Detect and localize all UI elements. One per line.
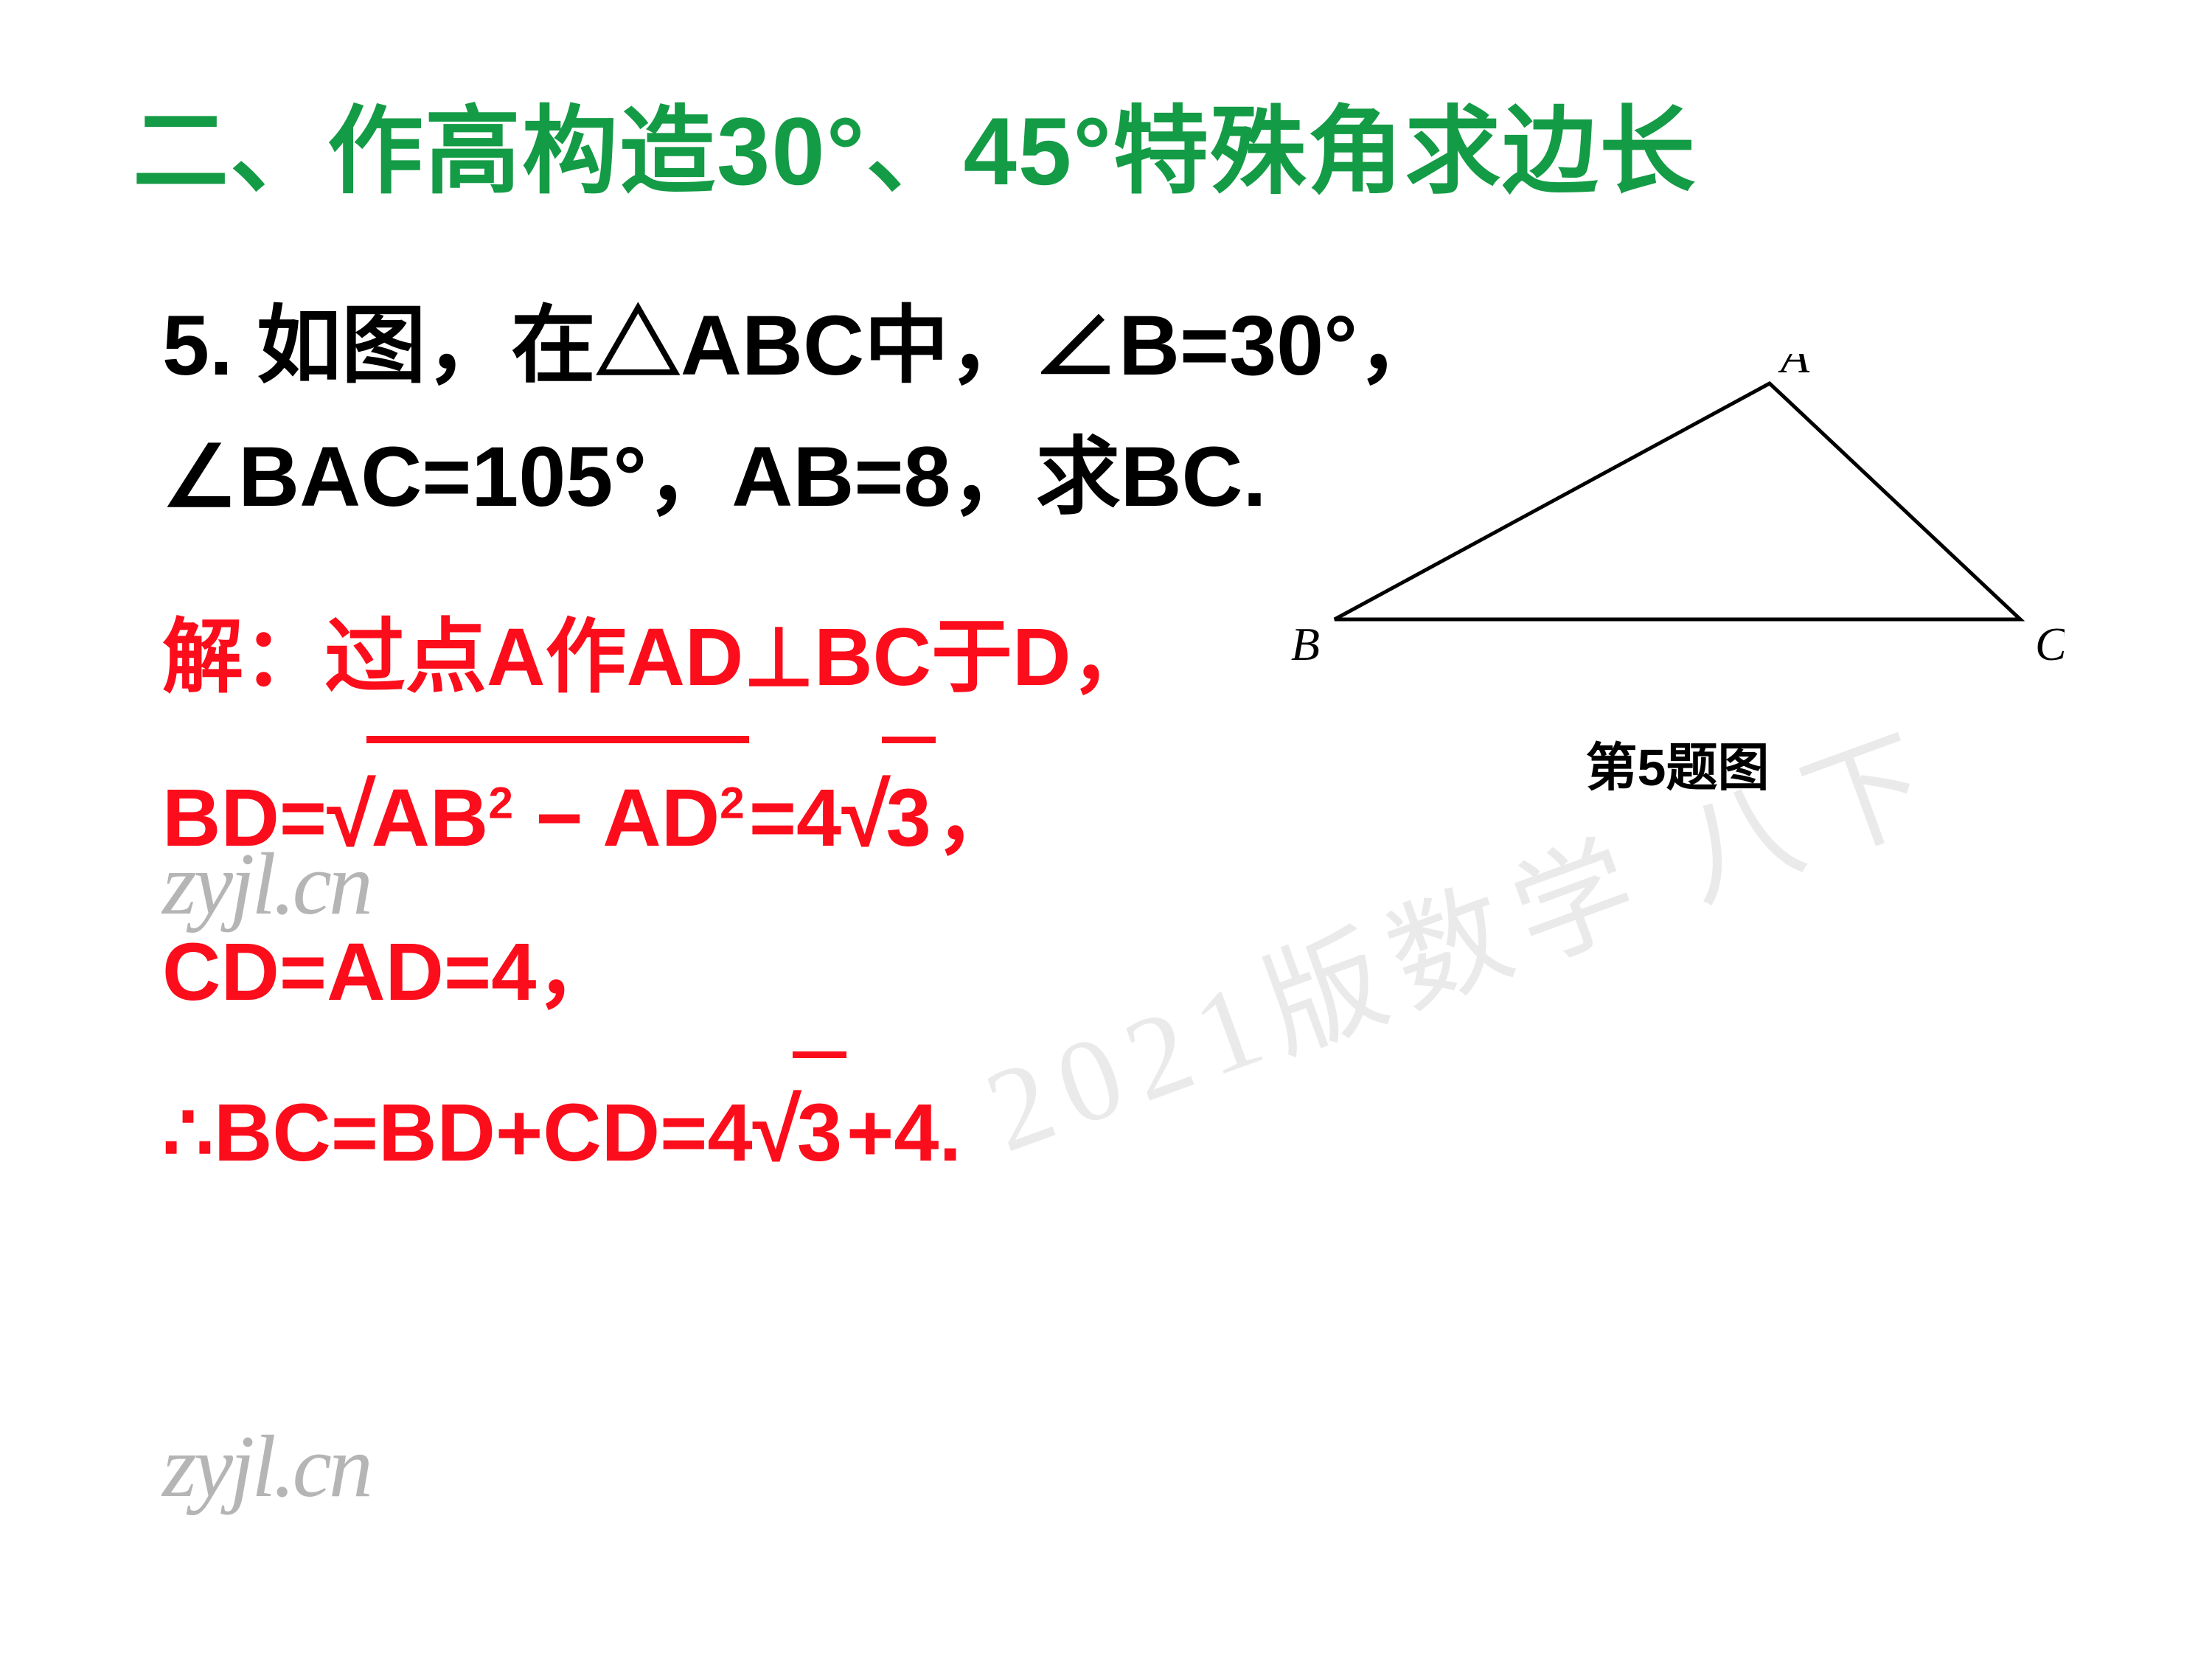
triangle-shape bbox=[1335, 383, 2020, 619]
rad-ab-exp: 2 bbox=[488, 777, 513, 827]
solution-line-2: BD=√AB2 − AD2=4√3， bbox=[162, 733, 1152, 898]
sol2-pre: BD= bbox=[162, 773, 327, 863]
triangle-svg: A B C bbox=[1290, 354, 2065, 693]
sol2-post: ， bbox=[936, 773, 1017, 863]
sqrt-ab2-ad2: √AB2 − AD2 bbox=[327, 733, 749, 898]
problem-text: 5. 如图，在△ABC中，∠B=30°， ∠BAC=105°，AB=8，求BC. bbox=[162, 280, 1442, 543]
solution-line-3: CD=AD=4， bbox=[162, 897, 1152, 1048]
rad-minus-ad: − AD bbox=[513, 773, 720, 863]
vertex-label-c: C bbox=[2035, 618, 2065, 670]
vertex-label-b: B bbox=[1291, 618, 1320, 670]
rad-ab: AB bbox=[371, 773, 488, 863]
triangle-figure: A B C 第5题图 bbox=[1290, 354, 2065, 801]
sqrt-3-body-b: 3 bbox=[793, 1051, 846, 1208]
sqrt-3-body-a: 3 bbox=[882, 737, 936, 894]
sol4-post: +4. bbox=[846, 1088, 961, 1178]
solution-line-1: 解：过点A作AD⊥BC于D， bbox=[162, 582, 1152, 733]
solution-line-4: ∴BC=BD+CD=4√3+4. bbox=[162, 1048, 1152, 1213]
sqrt-3-a: √3 bbox=[841, 733, 936, 898]
problem-line-2: ∠BAC=105°，AB=8，求BC. bbox=[162, 411, 1442, 543]
watermark-logo-bottom: zyjl.cn bbox=[162, 1416, 370, 1517]
problem-line-1: 5. 如图，在△ABC中，∠B=30°， bbox=[162, 280, 1442, 411]
sol4-pre: ∴BC=BD+CD=4 bbox=[162, 1088, 753, 1178]
slide: 2021版数学 八下 zyjl.cn 二、作高构造30°、45°特殊角求边长 5… bbox=[0, 0, 2212, 1659]
vertex-label-a: A bbox=[1778, 354, 1810, 383]
sqrt-3-b: √3 bbox=[753, 1048, 847, 1213]
sol2-eq: =4 bbox=[749, 773, 841, 863]
section-heading: 二、作高构造30°、45°特殊角求边长 bbox=[133, 74, 1697, 212]
solution-text: 解：过点A作AD⊥BC于D， BD=√AB2 − AD2=4√3， CD=AD=… bbox=[162, 582, 1152, 1213]
rad-ad-exp: 2 bbox=[720, 777, 745, 827]
sqrt-body-1: AB2 − AD2 bbox=[366, 736, 748, 894]
figure-caption: 第5题图 bbox=[1290, 726, 2065, 801]
